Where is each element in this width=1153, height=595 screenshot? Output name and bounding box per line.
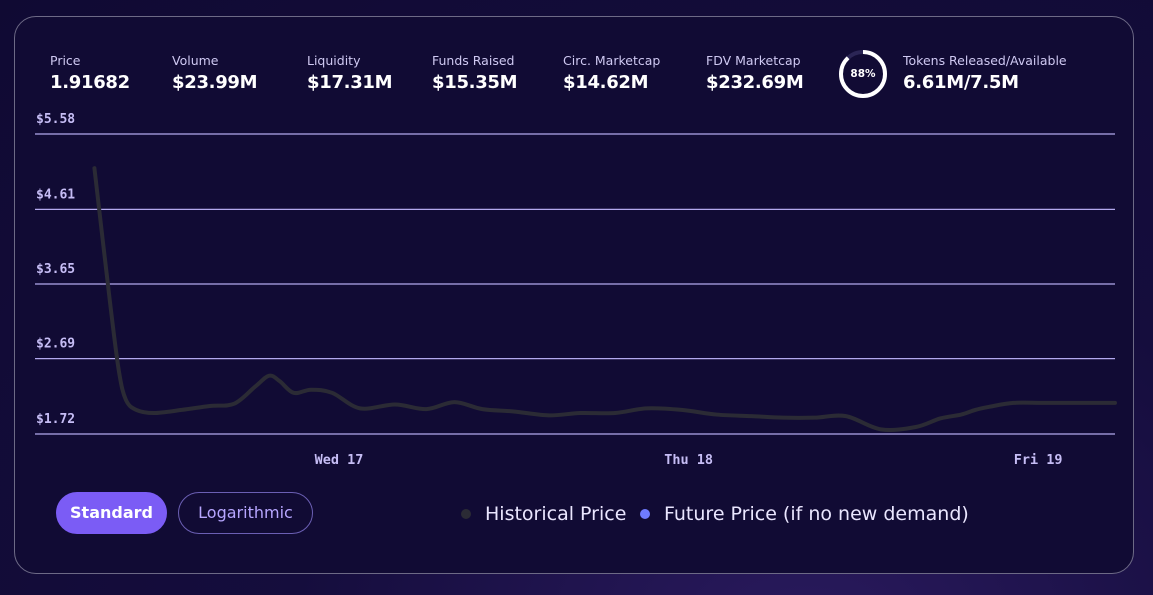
x-tick-label: Wed 17 xyxy=(315,452,364,468)
stat-volume-label: Volume xyxy=(172,53,219,68)
stat-circ-label: Circ. Marketcap xyxy=(563,53,661,68)
stat-fdv-marketcap: FDV Marketcap $232.69M xyxy=(706,53,804,93)
stat-funds-value: $15.35M xyxy=(432,72,518,93)
future-price-dot-icon xyxy=(640,509,650,519)
legend-historical: Historical Price xyxy=(461,503,626,525)
stat-tokens-value: 6.61M/7.5M xyxy=(903,72,1019,93)
historical-price-dot-icon xyxy=(461,509,471,519)
stat-fdv-label: FDV Marketcap xyxy=(706,53,801,68)
legend-future: Future Price (if no new demand) xyxy=(640,503,969,525)
standard-scale-button[interactable]: Standard xyxy=(56,492,167,534)
y-tick-label: $5.58 xyxy=(36,112,75,127)
stat-liquidity-value: $17.31M xyxy=(307,72,393,93)
y-tick-label: $3.65 xyxy=(36,262,75,277)
stat-volume-value: $23.99M xyxy=(172,72,258,93)
stat-circ-marketcap: Circ. Marketcap $14.62M xyxy=(563,53,660,93)
stat-price-label: Price xyxy=(50,53,81,68)
price-line-chart: $5.58 $4.61 $3.65 $2.69 $1.72 Wed 17 Thu 18 Fri… xyxy=(35,112,1117,468)
stat-liquidity-label: Liquidity xyxy=(307,53,361,68)
stat-tokens-label: Tokens Released/Available xyxy=(903,53,1067,68)
tokens-released-percent: 88% xyxy=(850,68,876,80)
stat-funds-raised: Funds Raised $15.35M xyxy=(432,53,518,93)
y-tick-label: $4.61 xyxy=(36,187,75,202)
x-tick-label: Thu 18 xyxy=(664,452,713,468)
stat-circ-value: $14.62M xyxy=(563,72,649,93)
logarithmic-scale-button[interactable]: Logarithmic xyxy=(178,492,313,534)
x-tick-label: Fri 19 xyxy=(1014,452,1063,468)
stat-price-value: 1.91682 xyxy=(50,72,130,93)
legend-future-label: Future Price (if no new demand) xyxy=(664,503,969,525)
stat-funds-label: Funds Raised xyxy=(432,53,515,68)
historical-price-line xyxy=(92,166,1117,432)
legend-historical-label: Historical Price xyxy=(485,503,627,525)
stat-price: Price 1.91682 xyxy=(50,53,130,93)
stat-fdv-value: $232.69M xyxy=(706,72,804,93)
stat-liquidity: Liquidity $17.31M xyxy=(307,53,393,93)
y-tick-label: $2.69 xyxy=(36,337,75,352)
stat-tokens-released: Tokens Released/Available 6.61M/7.5M xyxy=(903,53,1067,93)
price-chart-card: Price 1.91682 Volume $23.99M Liquidity $… xyxy=(14,16,1134,574)
stat-volume: Volume $23.99M xyxy=(172,53,258,93)
y-tick-label: $1.72 xyxy=(36,412,75,427)
tokens-released-progress-ring xyxy=(839,50,887,98)
